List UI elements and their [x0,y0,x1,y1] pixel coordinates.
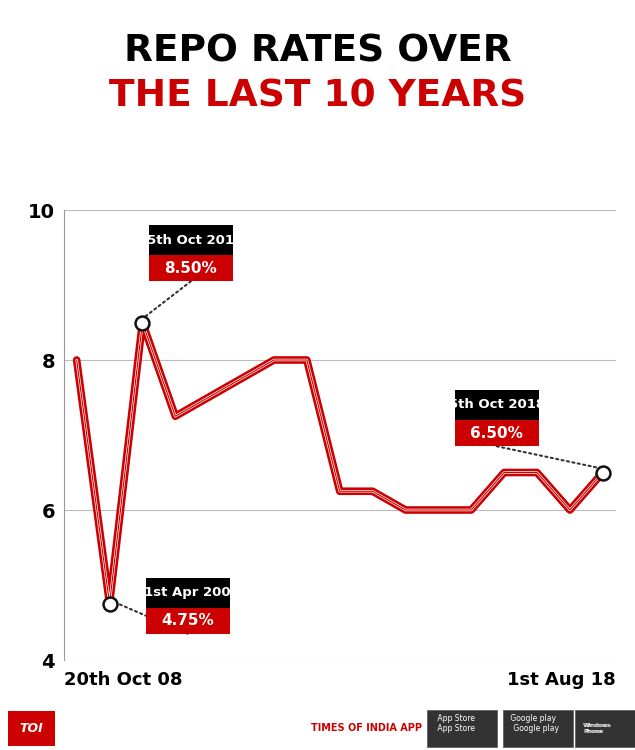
Text: TIMES OF INDIA APP: TIMES OF INDIA APP [311,723,422,734]
Text: FOR MORE  INFOGRAPHICS DOWNLOAD: FOR MORE INFOGRAPHICS DOWNLOAD [67,723,285,734]
Text: 6.50%: 6.50% [471,426,523,441]
Text: Google play: Google play [508,714,556,723]
Text: Windows
Phone: Windows Phone [583,723,611,734]
Bar [427,710,497,746]
Text: 5th Oct 2018: 5th Oct 2018 [449,398,545,412]
Text: REPO RATES OVER: REPO RATES OVER [124,34,511,70]
Text: Google play: Google play [511,724,559,733]
Text: App Store: App Store [435,714,475,723]
Text: 8.50%: 8.50% [164,260,217,275]
Bar [149,225,233,255]
Text: 4.75%: 4.75% [161,614,214,628]
Bar [503,710,573,746]
Bar [575,710,635,746]
Bar [145,578,230,608]
Text: 25th Oct 2011: 25th Oct 2011 [138,233,243,247]
Text: App Store: App Store [435,724,475,733]
Text: Windows
Phone: Windows Phone [584,723,612,734]
Text: THE LAST 10 YEARS: THE LAST 10 YEARS [109,79,526,115]
Bar [455,420,538,446]
Text: 20th Oct 08: 20th Oct 08 [64,671,182,689]
Text: 1st Aug 18: 1st Aug 18 [507,671,616,689]
Bar [8,711,55,746]
Bar [149,255,233,281]
Bar [455,390,538,420]
Text: TOI: TOI [20,722,44,735]
Bar [145,608,230,634]
Text: 21st Apr 2009: 21st Apr 2009 [135,586,240,599]
